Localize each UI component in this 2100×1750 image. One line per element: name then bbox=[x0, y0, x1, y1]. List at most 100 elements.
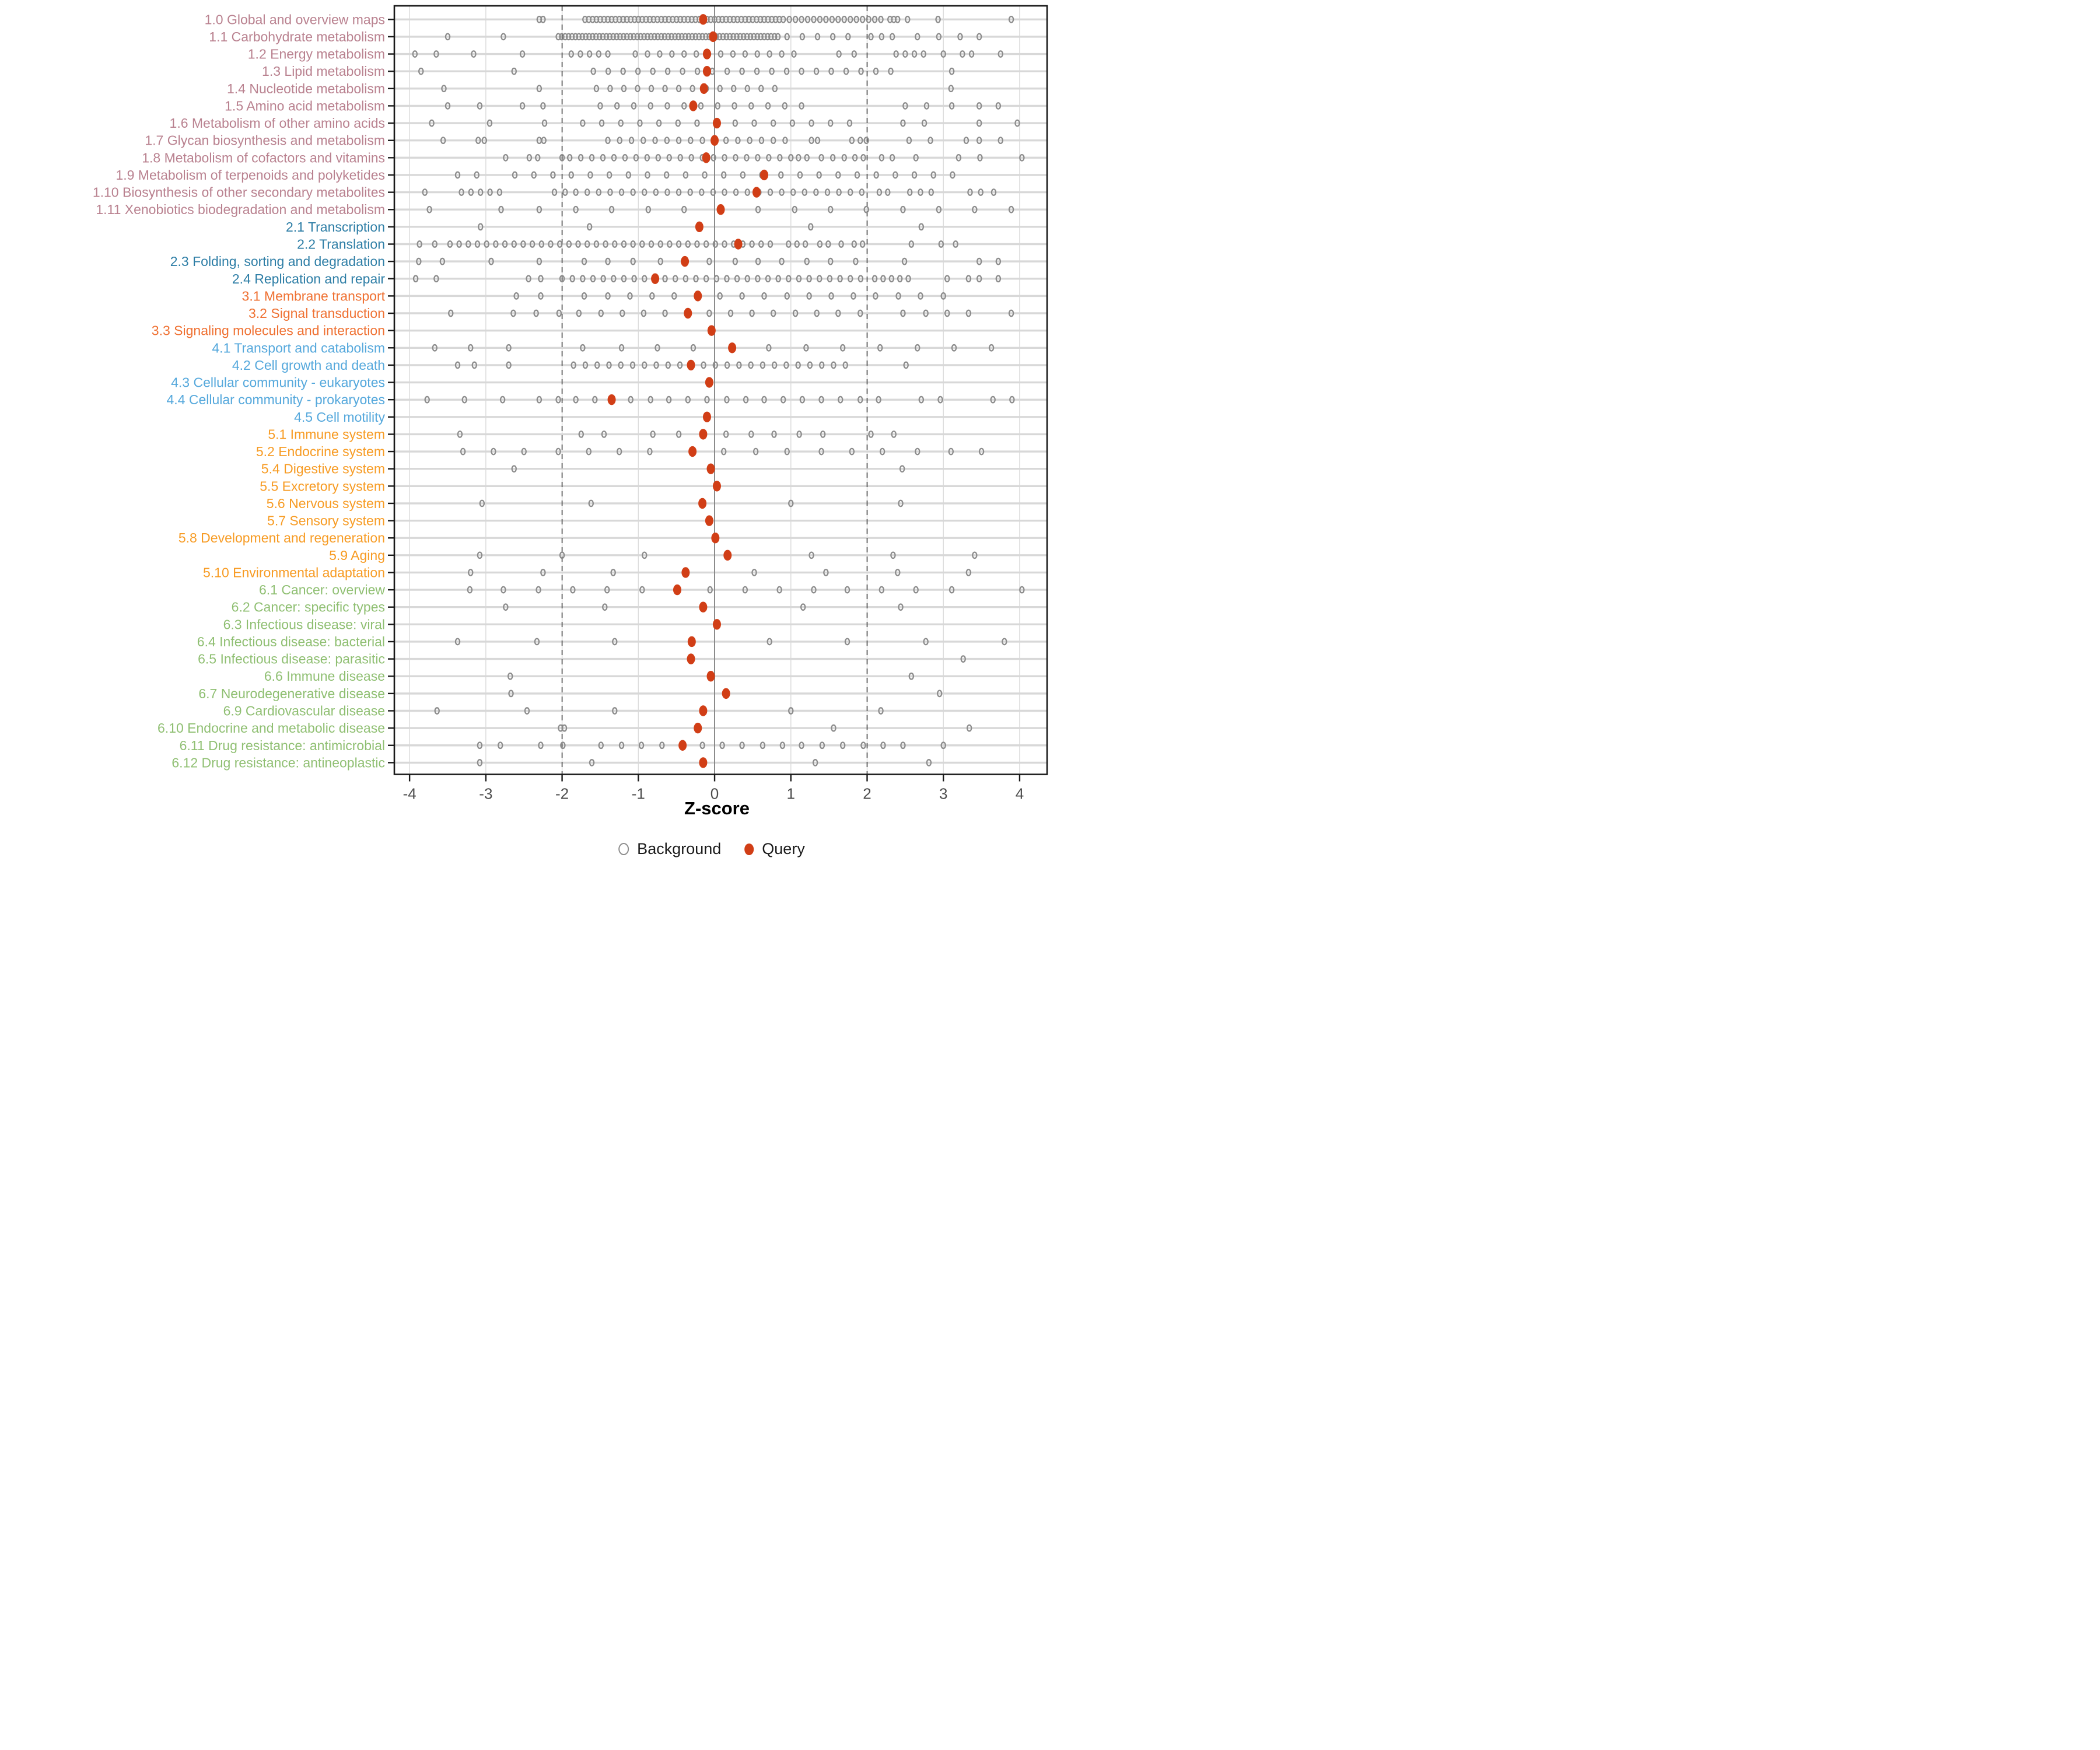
plot-row bbox=[477, 757, 932, 768]
background-point bbox=[548, 240, 554, 248]
background-point bbox=[703, 240, 709, 248]
row-label: 1.10 Biosynthesis of other secondary met… bbox=[93, 185, 385, 200]
background-point bbox=[499, 396, 506, 404]
background-point bbox=[799, 741, 804, 750]
background-point bbox=[664, 102, 670, 110]
background-point bbox=[432, 344, 438, 352]
background-point bbox=[481, 136, 488, 145]
background-point bbox=[988, 344, 995, 352]
background-point bbox=[880, 741, 886, 750]
row-label: 1.8 Metabolism of cofactors and vitamins bbox=[142, 150, 385, 165]
background-point bbox=[605, 257, 611, 265]
background-point bbox=[680, 67, 685, 75]
background-point bbox=[860, 741, 866, 750]
background-point bbox=[598, 119, 605, 127]
x-tick-label: 4 bbox=[1016, 785, 1024, 803]
background-point bbox=[689, 33, 695, 41]
background-point bbox=[611, 153, 617, 162]
background-point bbox=[612, 638, 618, 646]
background-point bbox=[761, 396, 767, 404]
background-point bbox=[1019, 586, 1025, 594]
background-point bbox=[976, 119, 982, 127]
background-point bbox=[559, 33, 565, 41]
x-axis-title: Z-score bbox=[684, 798, 750, 818]
background-point bbox=[608, 205, 615, 214]
background-point bbox=[767, 188, 774, 196]
background-point bbox=[779, 188, 785, 196]
background-point bbox=[940, 50, 946, 58]
background-point bbox=[578, 50, 583, 58]
background-point bbox=[824, 188, 831, 196]
background-point bbox=[905, 15, 911, 23]
plot-row bbox=[418, 65, 955, 77]
background-point bbox=[612, 240, 618, 248]
background-point bbox=[662, 309, 668, 317]
background-point bbox=[907, 188, 913, 196]
background-point bbox=[685, 240, 691, 248]
background-point bbox=[650, 430, 656, 438]
query-point bbox=[711, 533, 720, 544]
query-point bbox=[712, 481, 721, 492]
background-point bbox=[803, 344, 809, 352]
background-point bbox=[471, 50, 477, 58]
background-point bbox=[444, 102, 451, 110]
background-point bbox=[835, 171, 841, 179]
background-point bbox=[632, 50, 638, 58]
background-point bbox=[566, 153, 573, 162]
plot-row bbox=[477, 740, 946, 751]
background-point bbox=[540, 102, 546, 110]
background-point bbox=[847, 275, 853, 283]
background-point bbox=[976, 102, 982, 110]
background-point bbox=[565, 33, 572, 41]
background-point bbox=[976, 136, 982, 145]
background-point bbox=[755, 257, 761, 265]
background-point bbox=[635, 67, 641, 75]
background-point bbox=[878, 15, 884, 23]
row-label: 5.7 Sensory system bbox=[267, 513, 385, 528]
background-point bbox=[779, 741, 786, 750]
background-point bbox=[739, 292, 745, 300]
background-point bbox=[457, 430, 463, 438]
background-point bbox=[923, 638, 929, 646]
row-label: 4.2 Cell growth and death bbox=[232, 358, 385, 373]
background-point bbox=[742, 50, 748, 58]
query-point bbox=[706, 463, 715, 474]
background-point bbox=[808, 223, 814, 231]
background-point bbox=[506, 344, 512, 352]
background-point bbox=[687, 188, 693, 196]
background-point bbox=[918, 188, 923, 196]
background-point bbox=[593, 33, 599, 41]
background-point bbox=[873, 67, 879, 75]
background-point bbox=[685, 396, 691, 404]
background-point bbox=[699, 136, 705, 145]
plot-row bbox=[687, 653, 966, 664]
background-point bbox=[960, 50, 965, 58]
background-point bbox=[501, 586, 506, 594]
background-point bbox=[642, 275, 648, 283]
background-point bbox=[1008, 205, 1014, 214]
plot-row bbox=[712, 481, 721, 492]
plot-row bbox=[503, 152, 1025, 163]
background-point bbox=[911, 50, 918, 58]
background-point bbox=[631, 33, 637, 41]
background-point bbox=[751, 119, 757, 127]
background-point bbox=[944, 275, 950, 283]
background-point bbox=[976, 275, 982, 283]
background-point bbox=[863, 136, 869, 145]
row-label: 6.11 Drug resistance: antimicrobial bbox=[180, 738, 385, 753]
background-point bbox=[972, 551, 978, 559]
background-point bbox=[501, 33, 506, 41]
row-label: 6.6 Immune disease bbox=[264, 668, 385, 684]
plot-row bbox=[711, 533, 720, 544]
background-point bbox=[635, 85, 640, 93]
background-point bbox=[630, 240, 636, 248]
background-point bbox=[900, 205, 906, 214]
background-point bbox=[891, 430, 897, 438]
background-point bbox=[978, 188, 984, 196]
background-point bbox=[743, 396, 749, 404]
background-point bbox=[797, 171, 803, 179]
panel-frame bbox=[393, 5, 1048, 775]
background-point bbox=[584, 240, 590, 248]
background-point bbox=[556, 240, 563, 248]
row-label: 4.4 Cellular community - prokaryotes bbox=[166, 392, 385, 407]
